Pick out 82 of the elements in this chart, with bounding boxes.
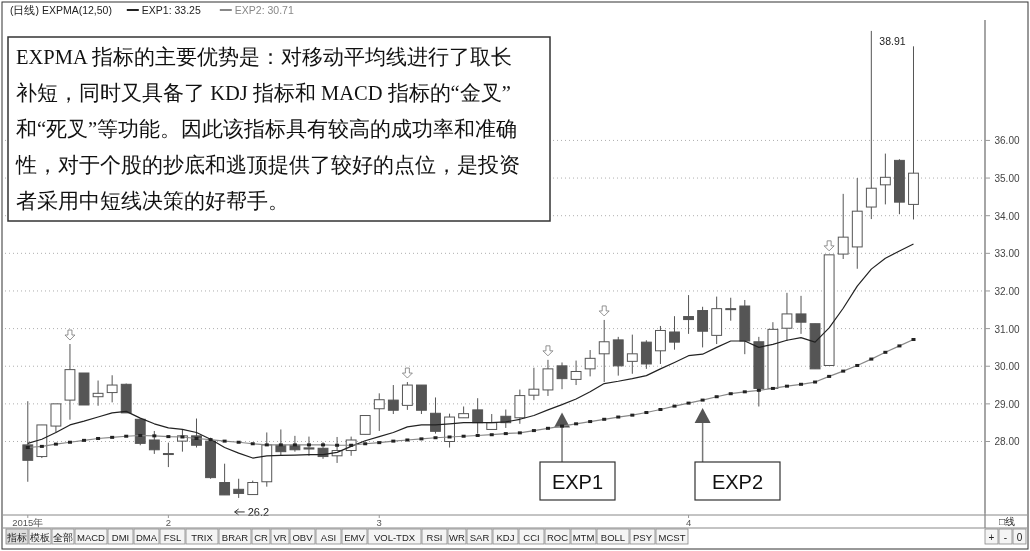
text: VR [273,531,287,543]
text: SAR [469,531,490,543]
text: VOL-TDX [373,531,416,543]
candlestick [373,392,385,432]
candlestick [556,361,568,390]
y-tick-label: 30.00 [994,361,1020,373]
text: BOLL [600,531,626,543]
candlestick [514,389,526,425]
annotation: 38.91 [879,34,906,47]
annotation: EXP2 [711,471,764,493]
y-tick-label: 34.00 [994,210,1020,222]
candlestick [401,381,413,411]
candlestick [387,384,399,415]
text: CR [254,531,268,543]
text: EMV [344,531,366,543]
annotation: 26.2 [247,505,270,518]
candlestick [865,30,877,220]
candlestick [50,403,62,433]
legend-label: EXP2: 30.71 [234,4,294,16]
legend-label: EXP1: 33.25 [141,4,201,16]
y-tick-label: 28.00 [994,436,1020,448]
candlestick [233,478,245,499]
text: DMA [135,531,158,543]
text: 全部 [53,531,73,543]
candlestick [584,349,596,377]
text: TRIX [191,531,214,543]
candlestick [697,306,709,348]
y-tick-label: 36.00 [994,135,1020,147]
text: - [1003,531,1008,543]
text: 模板 [30,531,50,543]
text: CCI [523,531,540,543]
candlestick [837,193,849,260]
candlestick [879,153,891,205]
candlestick [528,367,540,401]
candlestick [148,430,160,455]
candlestick [472,397,484,435]
text: PSY [632,531,653,543]
text: □线 [998,516,1016,527]
candlestick [626,334,638,375]
y-tick-label: 32.00 [994,285,1020,297]
text: + [988,531,995,543]
candlestick [781,292,793,342]
text: RSI [426,531,443,543]
y-tick-label: 33.00 [994,248,1020,260]
y-tick-label: 35.00 [994,173,1020,185]
text: MACD [77,531,106,543]
x-tick-label: 3 [376,517,382,528]
text: OBV [292,531,314,543]
candlestick [219,463,231,496]
annotation: EXPMA 指标的主要优势是：对移动平均线进行了取长补短，同时又具备了 KDJ 指标和 MACD 指标的“金叉”和“死叉”等功能。因此该指标具有较高的成功率和准确性，对于个股的抄底和逃顶提供了较好的点位，是投资者采用中短线决策的好帮手。 [15,46,520,212]
text: BRAR [221,531,249,543]
chart-title: (日线) EXPMA(12,50) [10,4,112,16]
text: FSL [163,531,182,543]
text: MTM [572,531,595,543]
text: KDJ [496,531,515,543]
text: ASI [320,531,337,543]
text: 指标 [6,531,27,543]
text: ROC [546,531,569,543]
text: MCST [658,531,686,543]
y-tick-label: 31.00 [994,323,1020,335]
text: WR [449,531,466,543]
candlestick [542,359,554,397]
x-tick-label: 2015年 [12,517,44,528]
text: DMI [111,531,130,543]
x-tick-label: 4 [685,517,692,528]
text: 0 [1016,531,1023,543]
candlestick [106,374,118,403]
candlestick [669,315,680,351]
candlestick [598,319,610,383]
candlestick [683,294,694,335]
y-tick-label: 29.00 [994,398,1020,410]
annotation: EXP1 [551,471,604,493]
candlestick [795,295,807,335]
candlestick [725,297,737,322]
x-tick-label: 2 [165,517,172,528]
candlestick [92,380,104,407]
candlestick [570,360,582,386]
candlestick [359,415,371,435]
candlestick [430,396,441,435]
candlestick [655,325,666,365]
candlestick [640,339,652,370]
candlestick [162,442,174,468]
